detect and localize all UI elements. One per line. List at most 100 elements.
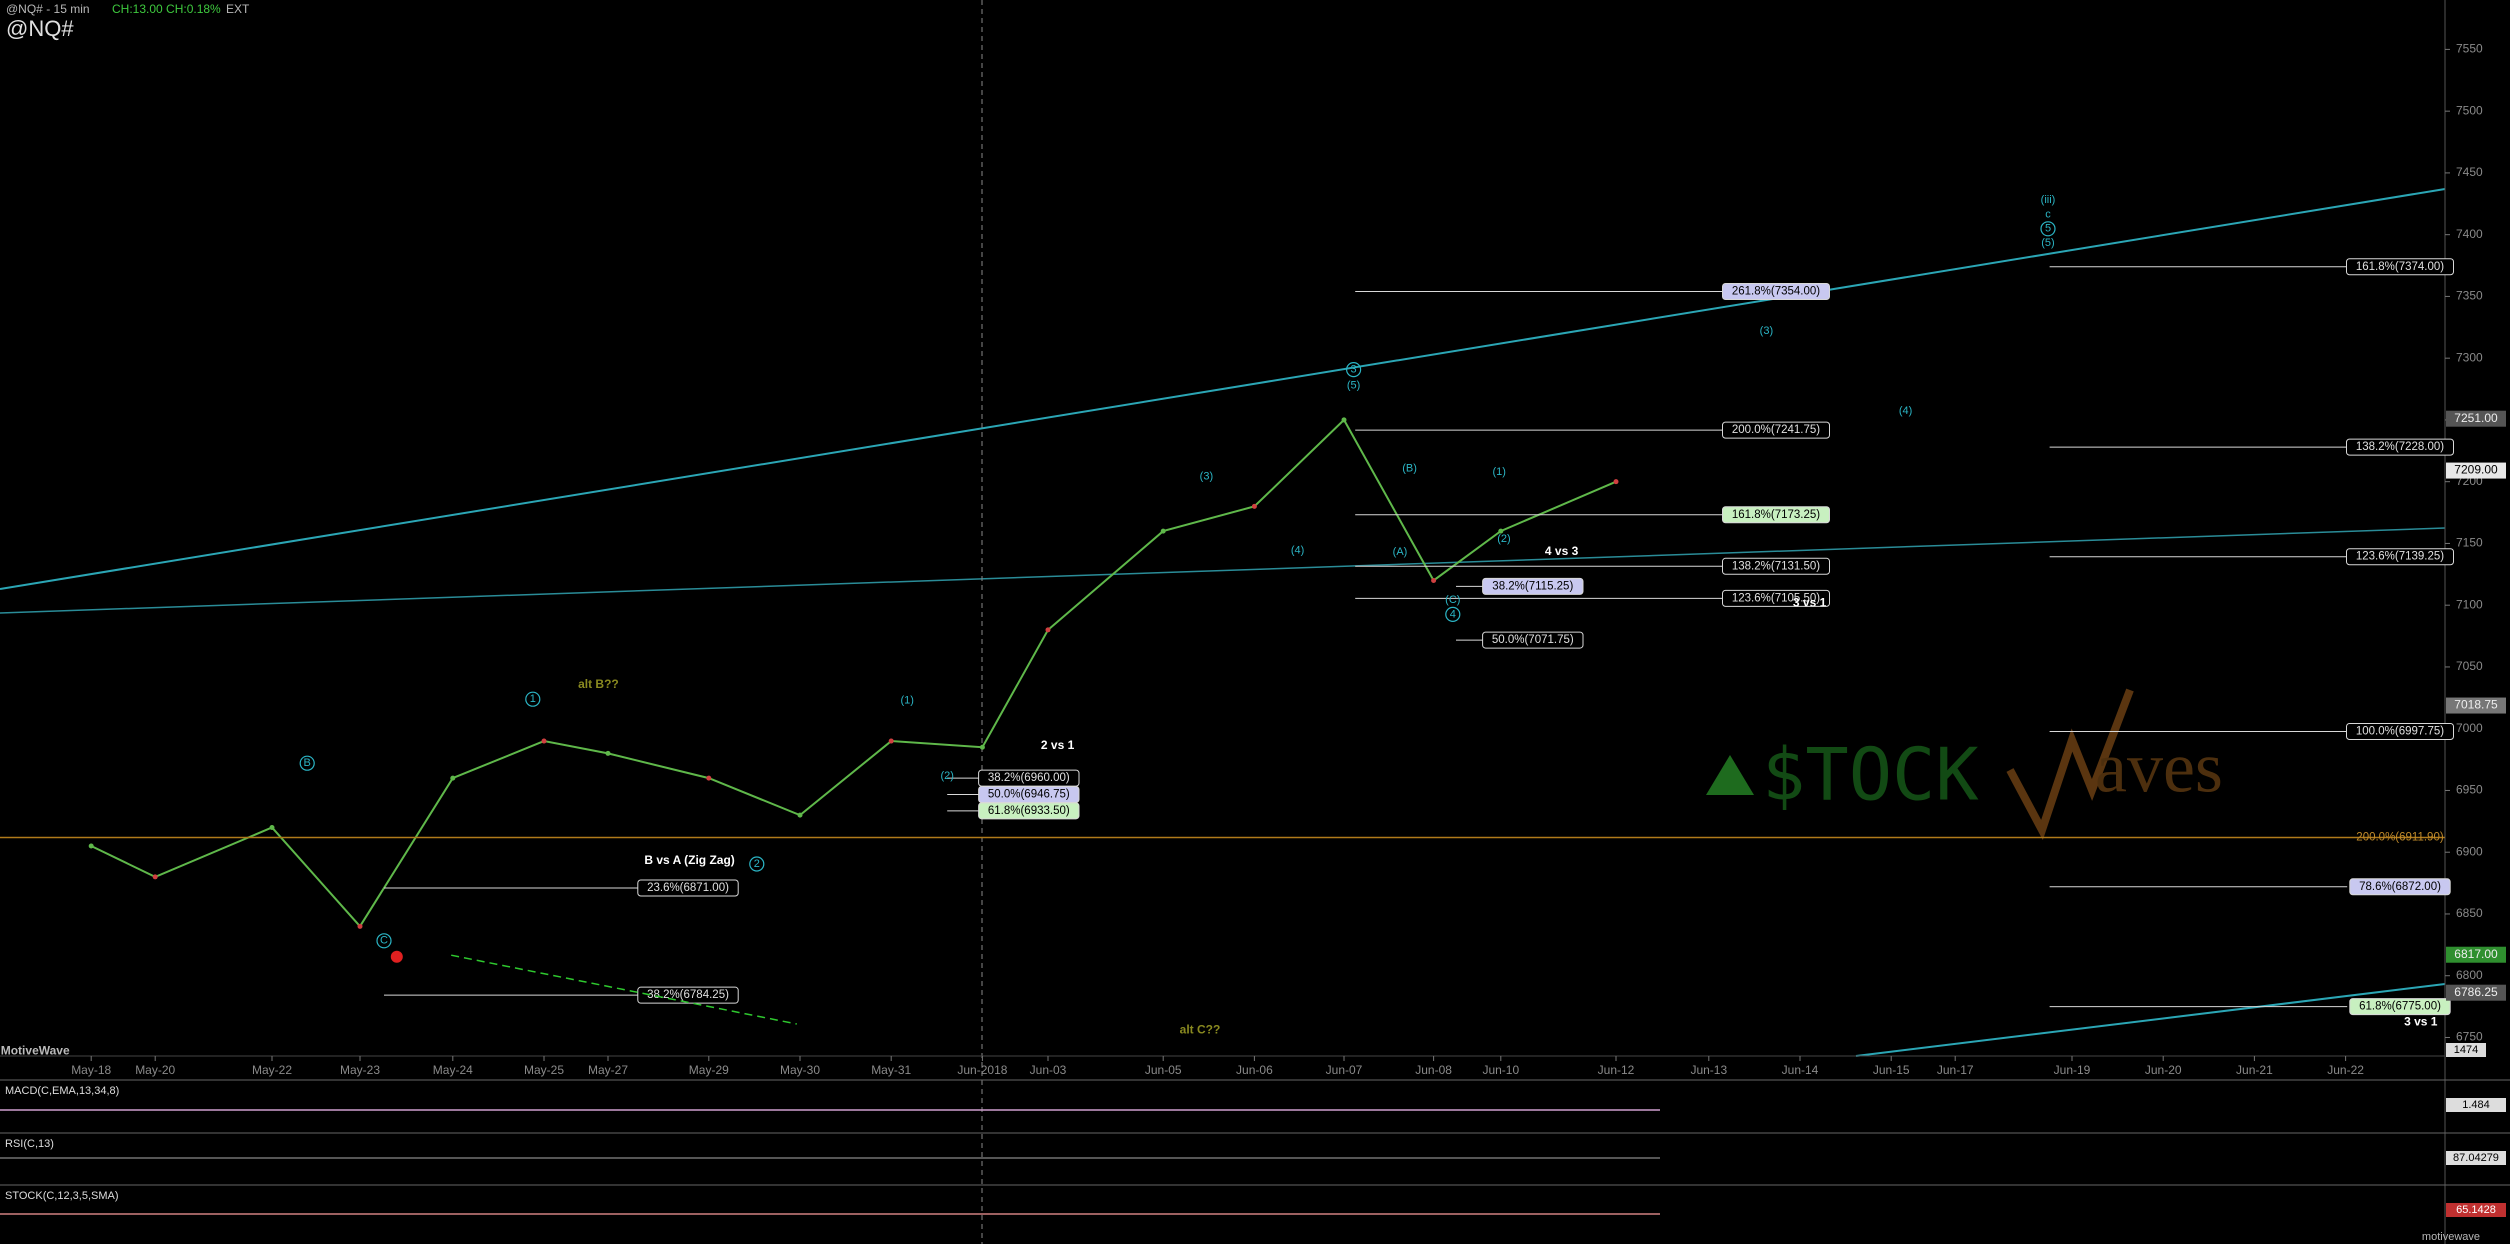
x-tick-label: May-20	[135, 1063, 175, 1077]
y-tick-label: 7300	[2456, 350, 2483, 364]
wave-circle	[2040, 221, 2056, 237]
fib-label-box	[2349, 998, 2451, 1016]
y-tick-label: 7550	[2456, 42, 2483, 56]
fib-label: 138.2%(7131.50)	[1732, 560, 1820, 572]
x-tick-label: Jun-03	[1030, 1063, 1067, 1077]
y-tick-label: 6850	[2456, 906, 2483, 920]
annotation: B vs A (Zig Zag)	[644, 853, 734, 867]
x-tick-label: May-18	[71, 1063, 111, 1077]
fib-label: 38.2%(6960.00)	[988, 772, 1070, 784]
wave-label: (2)	[940, 770, 953, 782]
fib-label: 50.0%(6946.75)	[988, 789, 1070, 801]
fib-label-box	[637, 986, 739, 1004]
x-tick-label: May-30	[780, 1063, 820, 1077]
x-tick-label: Jun-21	[2236, 1063, 2273, 1077]
fib-label-box	[1482, 577, 1584, 595]
indicator-label: STOCK(C,12,3,5,SMA)	[5, 1190, 119, 1202]
wave-label: (1)	[1492, 466, 1505, 478]
wave-label: (C)	[1445, 594, 1460, 606]
x-tick-label: May-27	[588, 1063, 628, 1077]
x-tick-label: May-24	[433, 1063, 473, 1077]
x-tick-label: May-25	[524, 1063, 564, 1077]
x-tick-label: Jun-14	[1782, 1063, 1819, 1077]
price-point	[1431, 577, 1437, 583]
wave-label: (3)	[1760, 325, 1773, 337]
y-tick-label: 7150	[2456, 536, 2483, 550]
price-tag	[2446, 462, 2506, 479]
wave-circle	[525, 691, 541, 707]
indicator-tag	[2446, 1151, 2506, 1165]
fib-label-box	[1722, 282, 1830, 300]
x-tick-label: Jun-08	[1415, 1063, 1452, 1077]
y-tick-label: 6900	[2456, 844, 2483, 858]
annotation: alt C??	[1180, 1023, 1221, 1037]
trend-line	[0, 188, 2446, 590]
x-tick-label: May-23	[340, 1063, 380, 1077]
x-tick-label: Jun-05	[1145, 1063, 1182, 1077]
price-point	[541, 738, 547, 744]
price-point	[1160, 528, 1166, 534]
projection-arrow	[451, 954, 797, 1025]
wave-label: 2	[754, 858, 760, 870]
fib-label-box	[2346, 258, 2454, 276]
wave-label: (5)	[1347, 380, 1360, 392]
fib-label: 38.2%(7115.25)	[1492, 580, 1573, 592]
wave-label: (3)	[1200, 471, 1213, 483]
x-tick-label: Jun-20	[2145, 1063, 2182, 1077]
fib-label-box	[1722, 506, 1830, 524]
y-tick-label: 7000	[2456, 721, 2483, 735]
price-point	[269, 825, 275, 831]
fib-label-box	[2346, 722, 2454, 740]
wave-label: 4	[1450, 608, 1456, 620]
indicator-label: RSI(C,13)	[5, 1138, 54, 1150]
watermark-w	[2006, 688, 2134, 841]
wave-label: (5)	[2041, 237, 2054, 249]
session: EXT	[226, 2, 250, 16]
watermark-triangle	[1706, 755, 1754, 795]
x-tick-label: May-29	[689, 1063, 729, 1077]
indicator-tag	[2446, 1098, 2506, 1112]
price-point	[357, 923, 363, 929]
wave-label: (4)	[1291, 544, 1304, 556]
wave-circle	[376, 933, 392, 949]
price-point	[1045, 627, 1051, 633]
indicator-reading: 87.04279	[2453, 1152, 2499, 1164]
wave-label: 5	[2045, 223, 2051, 235]
price-point	[152, 874, 158, 880]
fib-label: 50.0%(7071.75)	[1492, 634, 1574, 646]
price-point	[1341, 417, 1347, 423]
x-tick-label: Jun-13	[1690, 1063, 1727, 1077]
change: CH:13.00 CH:0.18%	[112, 2, 221, 16]
wave-label: B	[304, 757, 311, 769]
price-point	[706, 775, 712, 781]
y-tick-label: 7050	[2456, 659, 2483, 673]
wave-label: (4)	[1899, 405, 1912, 417]
fib-label-box	[1482, 631, 1584, 649]
price-point	[88, 843, 94, 849]
indicator-reading: 1.484	[2462, 1099, 2490, 1111]
fib-label-box	[637, 879, 739, 897]
y-tick-label: 6950	[2456, 783, 2483, 797]
fib-label: 161.8%(7173.25)	[1732, 509, 1820, 521]
annotation: alt B??	[578, 677, 619, 691]
wave-label: (iii)	[2041, 194, 2056, 206]
price-point	[1613, 479, 1619, 485]
price-tag	[2446, 984, 2506, 1001]
trend-line	[1855, 983, 2446, 1057]
annotation: 2 vs 1	[1041, 738, 1075, 752]
fib-label: 161.8%(7374.00)	[2356, 261, 2444, 273]
symbol: @NQ#	[6, 16, 74, 41]
price-tag-label: 7018.75	[2454, 698, 2498, 712]
fib-label-box	[1722, 557, 1830, 575]
fib-label: 123.6%(7139.25)	[2356, 551, 2444, 563]
symbol-interval: @NQ# - 15 min	[6, 2, 90, 16]
fib-label: 23.6%(6871.00)	[647, 882, 729, 894]
y-tick-label: 6750	[2456, 1030, 2483, 1044]
x-tick-label: Jun-15	[1873, 1063, 1910, 1077]
fib-label: 100.0%(6997.75)	[2356, 726, 2444, 738]
wave-label: 3	[1351, 364, 1357, 376]
fib-label-box	[1722, 589, 1830, 607]
y-tick-label: 7400	[2456, 227, 2483, 241]
trend-line	[0, 527, 2446, 614]
